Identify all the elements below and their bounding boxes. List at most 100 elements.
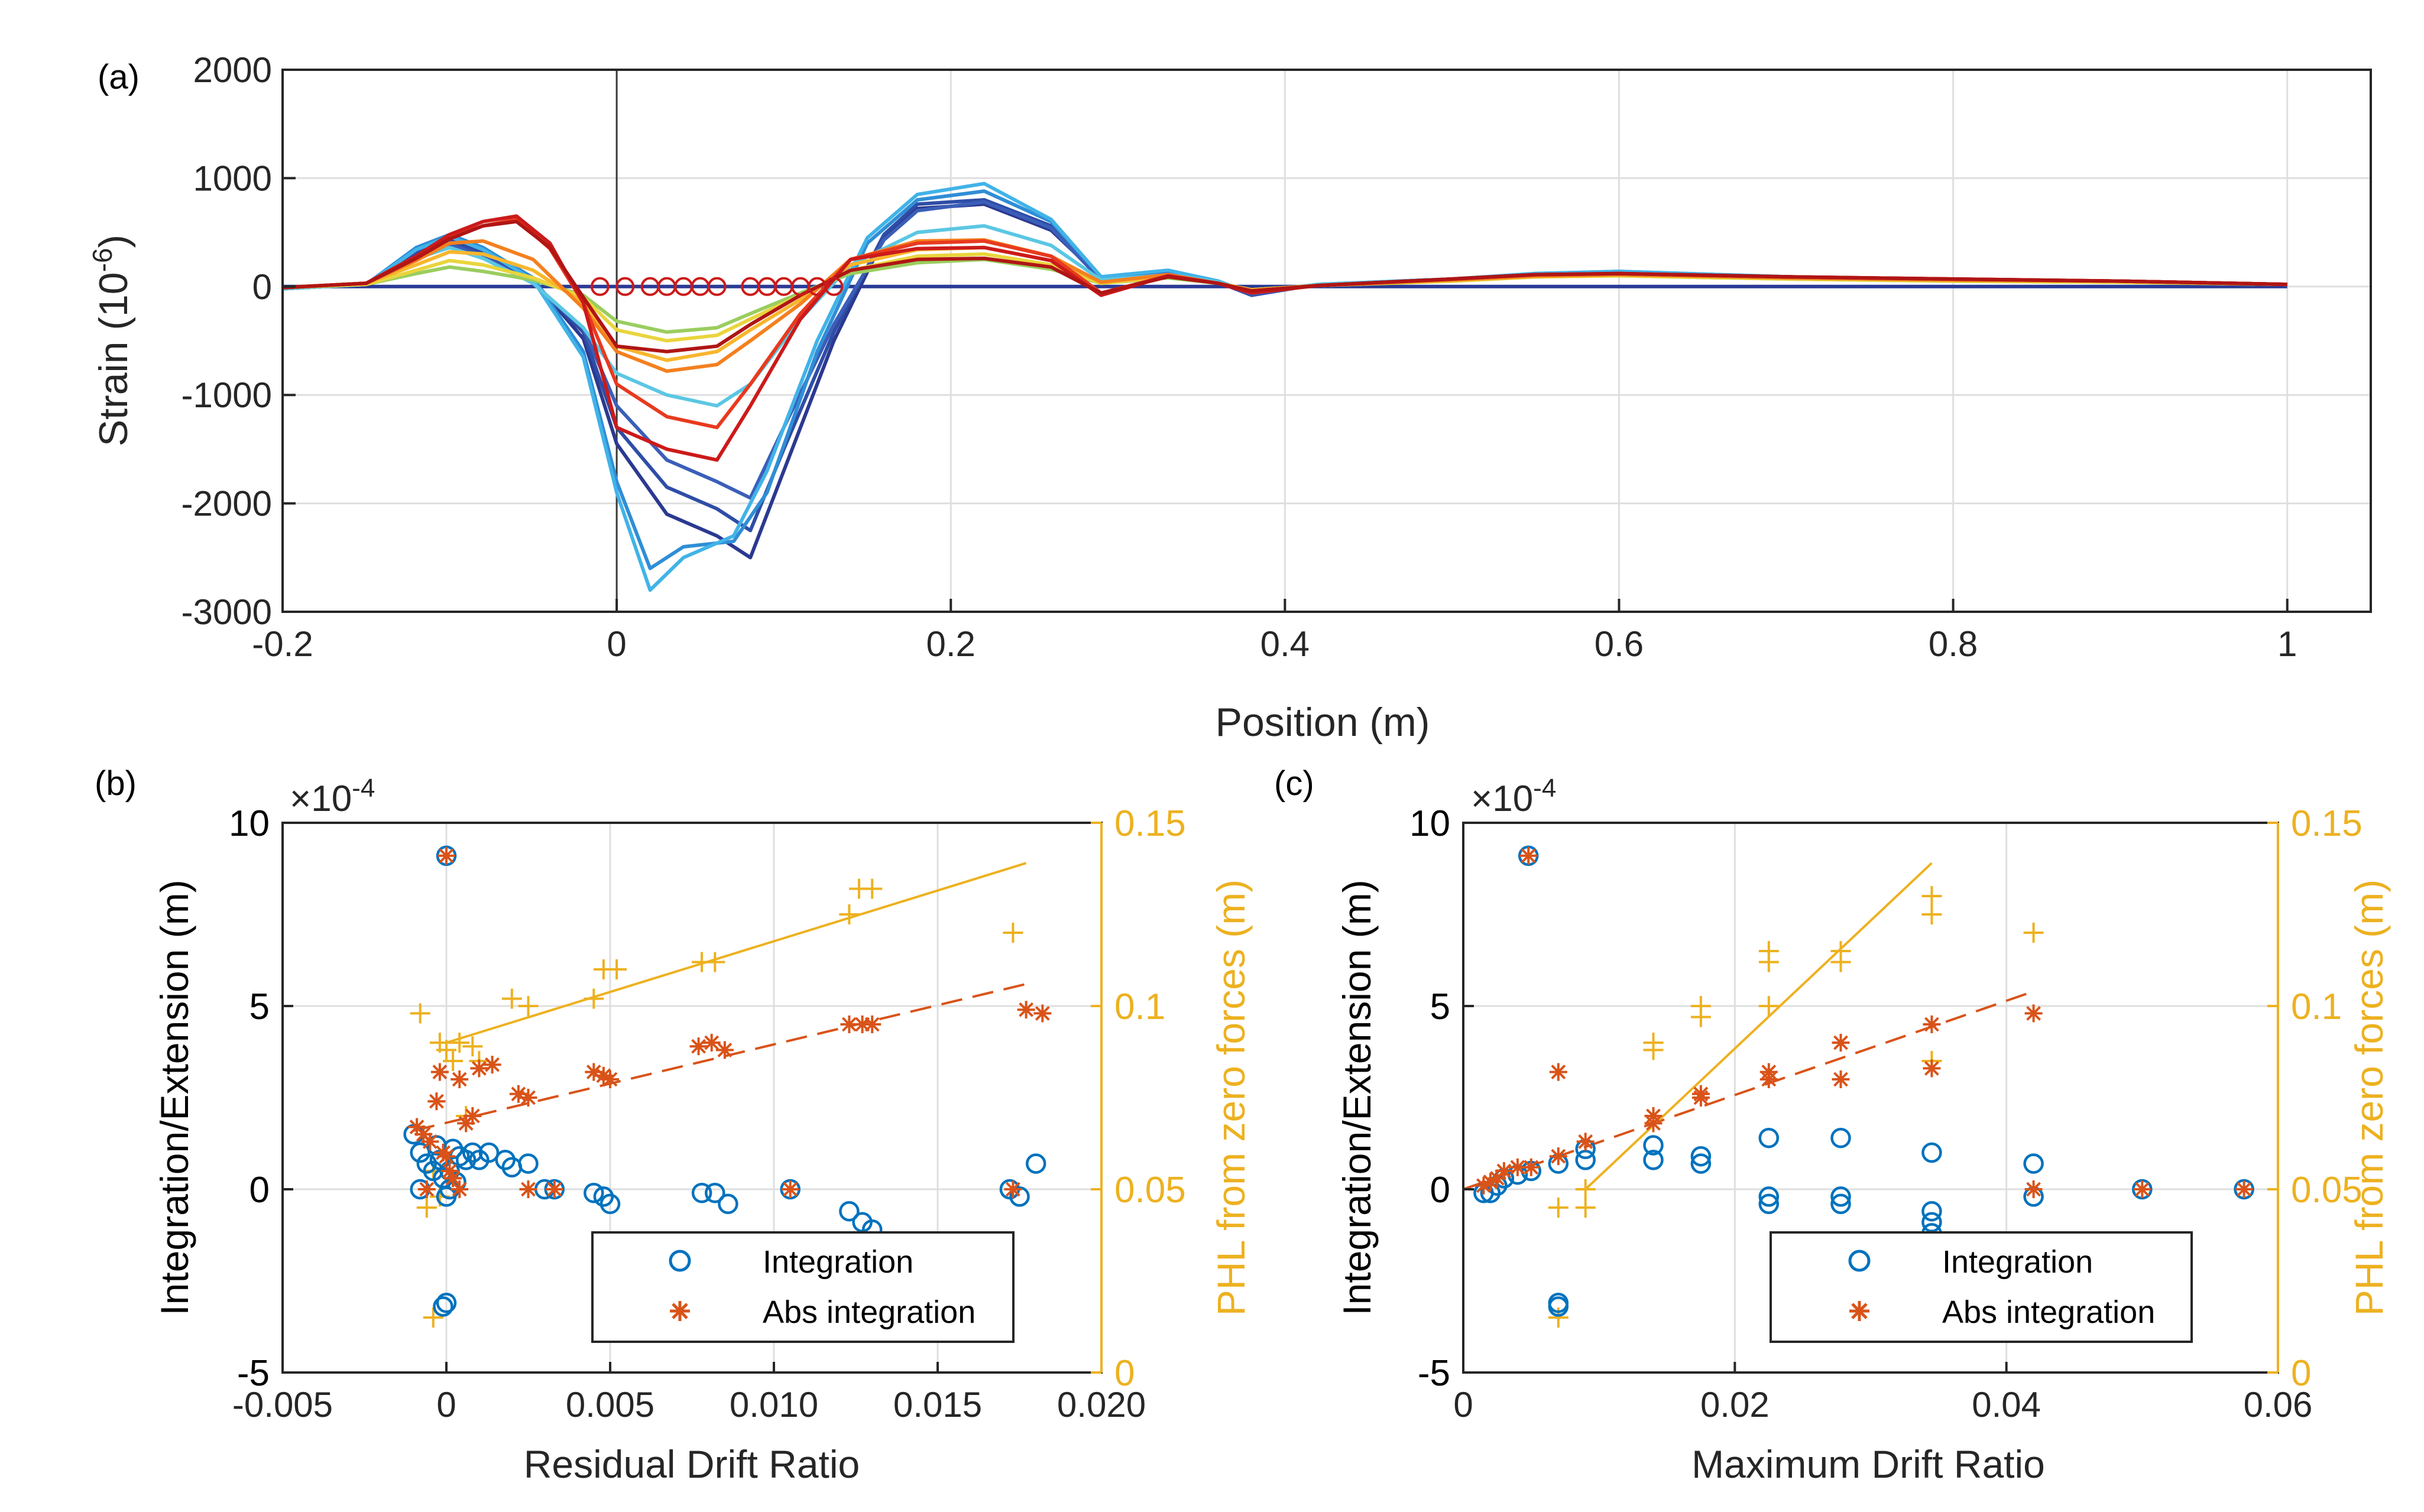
panel-a-ylabel-exponent: -6 — [87, 248, 118, 272]
panel-c-abs-point-d2 — [1496, 1163, 1512, 1179]
panel-b-abs-point-d2 — [432, 1065, 448, 1080]
panel-c-integration-point — [1690, 1153, 1712, 1174]
panel-b-abs-point-d2 — [445, 1170, 461, 1186]
panel-a-axes-box — [281, 69, 2372, 613]
panel-b-xtick-label: 0 — [436, 1385, 456, 1425]
panel-c-legend-label-abs: Abs integration — [1942, 1294, 2155, 1330]
panel-b-abs-point-d2 — [409, 1120, 424, 1135]
panel-b-integration-point — [436, 1292, 457, 1313]
panel-c-abs-point-d2 — [1646, 1108, 1661, 1124]
panel-b-abs-point-d2 — [485, 1057, 500, 1072]
panel-c-abs-integration-point — [1832, 1034, 1850, 1052]
panel-b-legend: Integration Abs integration — [591, 1231, 1015, 1343]
panel-c-abs-integration-point — [1549, 1147, 1567, 1166]
panel-b-abs-integration-point — [689, 1037, 708, 1056]
panel-c-ytick-left-label: -5 — [1418, 1353, 1450, 1394]
panel-b-integration-point — [839, 1200, 860, 1222]
panel-c-integration-point — [1575, 1150, 1596, 1170]
panel-c-abs-integration-point — [2133, 1180, 2151, 1198]
panel-c-integration-point — [1690, 1146, 1712, 1167]
panel-a-xtick-label: -0.2 — [252, 624, 313, 664]
panel-c-integration-point — [2023, 1153, 2044, 1174]
panel-b-abs-integration-point — [1017, 1001, 1035, 1019]
panel-b-phl-point — [462, 1036, 483, 1057]
panel-c-integration-point — [1921, 1212, 1942, 1233]
panel-b-abs-point-d2 — [416, 1127, 431, 1142]
panel-c-integration-point — [1643, 1150, 1664, 1170]
panel-c-integration-point — [1758, 1193, 1780, 1215]
panel-c-abs-point-d2 — [1521, 848, 1536, 864]
panel-b-abs-integration-point — [470, 1059, 488, 1078]
panel-b-phl-trend-line — [446, 862, 1027, 1044]
panel-c-phl-point — [1643, 1033, 1664, 1053]
panel-c-phl-point — [1548, 1198, 1569, 1218]
panel-c-phl-point — [1921, 886, 1942, 906]
panel-b-ticks: -0.005 0 0.005 0.010 0.015 0.020 -5 0 5 10 0 0.05 0.… — [229, 803, 1186, 1425]
panel-b-ytick-right-label: 0 — [1114, 1353, 1135, 1394]
panel-c-abs-integration-point — [1522, 1158, 1540, 1176]
panel-c-abs-point-d2 — [1693, 1086, 1709, 1102]
panel-c-legend-box — [1770, 1231, 2193, 1343]
panel-b-phl-point — [410, 1003, 430, 1024]
panel-c-abs-integration-point — [1519, 846, 1538, 865]
panel-c-ytick-right-label: 0.15 — [2291, 803, 2363, 844]
panel-b-ytick-right-label: 0.15 — [1114, 803, 1186, 844]
panel-c-exponent-base: ×10 — [1471, 778, 1533, 819]
panel-a-xtick-label: 0.6 — [1595, 624, 1644, 664]
panel-b-exponent: ×10-4 — [290, 774, 375, 819]
panel-c-ytick-left-label: 10 — [1409, 803, 1450, 844]
panel-b-legend-asterisk-icon — [670, 1301, 690, 1321]
panel-c-legend: Integration Abs integration — [1770, 1231, 2193, 1343]
panel-b-integration-point — [478, 1142, 500, 1163]
panel-c-phl-trend-line — [1584, 862, 1933, 1190]
panel-b-abs-point-d2 — [465, 1108, 480, 1124]
panel-a-xtick-label: 0 — [607, 624, 626, 664]
panel-b-phl-point — [518, 996, 539, 1016]
panel-b-phl-point — [607, 959, 627, 979]
panel-c-xtick-label: 0.06 — [2244, 1385, 2313, 1425]
panel-b-xtick-label: 0.010 — [730, 1385, 818, 1425]
panel-b-abs-point-d2 — [442, 1163, 457, 1179]
panel-c-integration-point — [1921, 1200, 1942, 1222]
panel-c-phl-point — [2023, 923, 2044, 943]
panel-c-ytick-right-label: 0 — [2291, 1353, 2311, 1394]
panel-b-phl-point — [449, 1033, 470, 1053]
panel-c-ytick-right-label: 0.05 — [2291, 1170, 2363, 1211]
panel-a-ytick-label: -2000 — [182, 484, 272, 524]
panel-c-exponent: ×10-4 — [1471, 774, 1556, 819]
panel-c-ytick-left-label: 5 — [1430, 987, 1450, 1027]
panel-c-abs-integration-point — [1923, 1015, 1941, 1033]
panel-c-abs-point-d2 — [2026, 1182, 2041, 1197]
panel-b-abs-point-d2 — [419, 1182, 435, 1197]
panel-c-integration-point — [1643, 1135, 1664, 1156]
panel-b-phl-point — [423, 1307, 443, 1328]
panel-b-abs-integration-point — [451, 1180, 469, 1198]
panel-b-abs-point-d2 — [439, 848, 454, 864]
panel-b-abs-integration-point — [427, 1092, 446, 1111]
panel-c-abs-integration-point — [1759, 1063, 1778, 1081]
panel-b-legend-label-integration: Integration — [763, 1244, 913, 1280]
panel-c-abs-integration-point — [1576, 1133, 1595, 1151]
panel-b-ytick-left-label: -5 — [237, 1353, 270, 1394]
panel-c-phl-point — [1575, 1179, 1596, 1199]
panel-b-ylabel-left: Integration/Extension (m) — [153, 880, 196, 1315]
panel-c-exponent-power: -4 — [1533, 774, 1556, 803]
panel-a-grid — [281, 69, 2371, 613]
panel-c-phl-point — [1758, 996, 1779, 1016]
panel-b-abs-point-d2 — [439, 1148, 454, 1164]
panel-a-xtick-label: 0.8 — [1929, 624, 1978, 664]
panel-b-abs-point-d2 — [452, 1072, 467, 1087]
panel-a-ylabel-main: Strain (10 — [91, 272, 136, 446]
panel-c-phl-point — [1921, 904, 1942, 924]
panel-a-xtick-label: 0.4 — [1260, 624, 1310, 664]
panel-b-exponent-base: ×10 — [290, 778, 352, 819]
panel-b-abs-integration-point — [483, 1056, 501, 1074]
panel-b-abs-point-d2 — [452, 1182, 467, 1197]
panel-b-xlabel: Residual Drift Ratio — [524, 1442, 860, 1486]
panel-b-ytick-right-label: 0.05 — [1114, 1170, 1186, 1211]
panel-b-plot-area — [403, 845, 1052, 1328]
panel-a-ylabel-close: ) — [91, 235, 136, 248]
panel-b-abs-integration-point — [545, 1180, 563, 1198]
panel-b-abs-integration-point — [464, 1107, 482, 1125]
panel-b-ytick-left-label: 10 — [229, 803, 270, 844]
